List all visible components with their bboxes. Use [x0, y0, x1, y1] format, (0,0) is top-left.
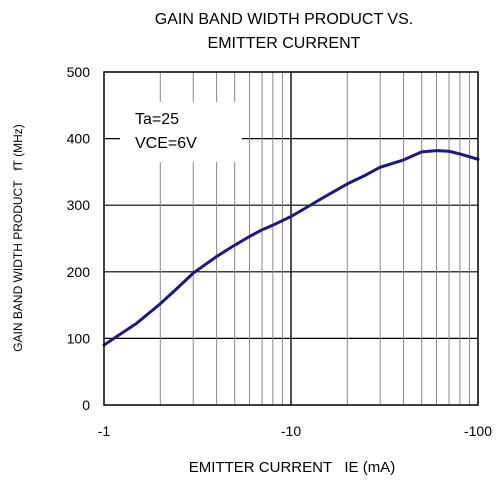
y-tick-labels: 0 100 200 300 400 500 [67, 64, 91, 413]
plot-border [103, 71, 479, 406]
x-tick-labels: -1 -10 -100 [98, 423, 492, 439]
series-line [102, 149, 480, 347]
x-tick-label: -100 [464, 423, 492, 439]
y-tick-label: 400 [67, 131, 91, 147]
plot-frame [103, 71, 479, 406]
x-axis-label: EMITTER CURRENT IE (mA) [189, 459, 395, 476]
annotation-voltage: VCE=6V [135, 135, 197, 152]
annotation-box: Ta=25 VCE=6V [120, 102, 242, 162]
y-tick-label: 300 [67, 197, 91, 213]
y-tick-label: 0 [82, 397, 90, 413]
y-axis-label: GAIN BAND WIDTH PRODUCT fT (MHz) [11, 124, 25, 352]
y-tick-label: 500 [67, 64, 91, 80]
y-tick-label: 100 [67, 330, 91, 346]
chart-title: GAIN BAND WIDTH PRODUCT VS. [155, 11, 413, 28]
series-lines [102, 149, 480, 347]
chart-subtitle: EMITTER CURRENT [208, 35, 361, 52]
x-tick-label: -10 [281, 423, 301, 439]
x-tick-label: -1 [98, 423, 111, 439]
annotation-temperature: Ta=25 [135, 111, 179, 128]
annotation-background [120, 102, 242, 162]
y-tick-label: 200 [67, 264, 91, 280]
